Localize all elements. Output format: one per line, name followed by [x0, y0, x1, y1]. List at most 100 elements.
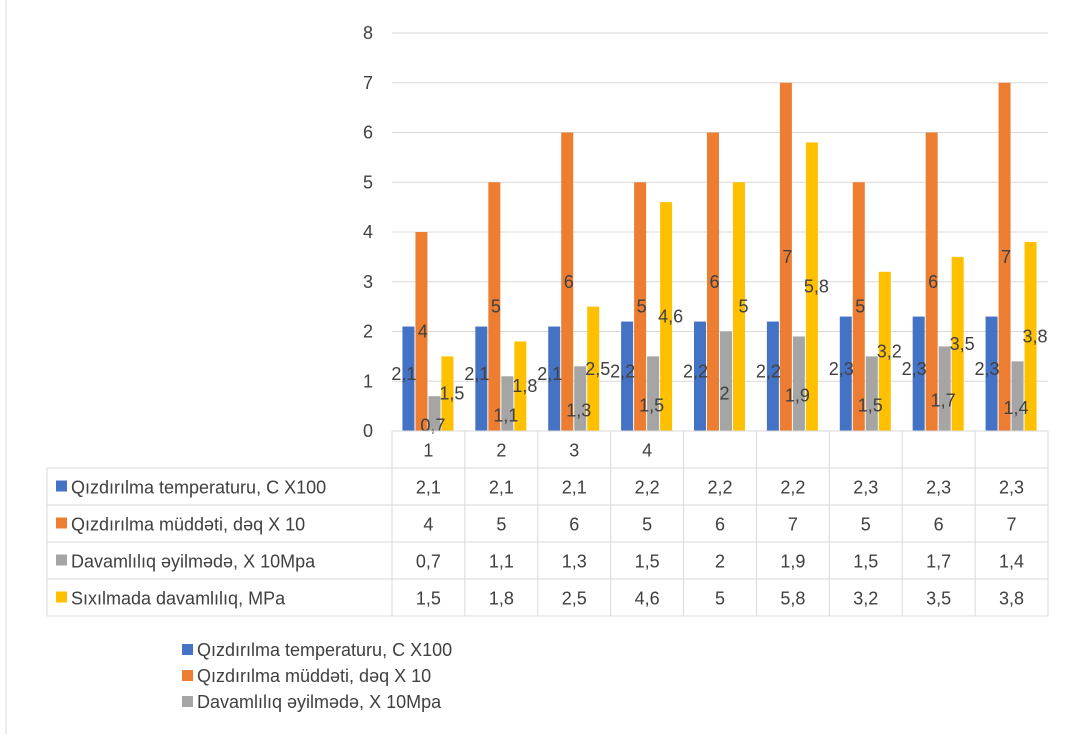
bar [720, 331, 732, 431]
legend-label: Davamlılıq əyilmədə, X 10Mpa [197, 692, 442, 712]
data-label: 2,5 [585, 359, 610, 379]
x-tick-label: 4 [642, 441, 652, 461]
table-cell: 2,3 [853, 478, 878, 498]
table-cell: 5 [715, 589, 725, 609]
data-label: 5,8 [804, 277, 829, 297]
legend: Qızdırılma temperaturu, C X100 Qızdırılma… [182, 640, 452, 712]
data-label: 2,3 [975, 359, 1000, 379]
table-cell: 2,1 [416, 478, 441, 498]
bar [514, 341, 527, 431]
legend-label: Qızdırılma müddəti, dəq X 10 [197, 666, 431, 686]
table-cell: 1,9 [780, 552, 805, 572]
table-cell: 2 [715, 552, 725, 572]
table-series-name: Qızdırılma müddəti, dəq X 10 [71, 515, 305, 535]
bar [998, 82, 1011, 431]
bar [805, 142, 818, 431]
table-cell: 5 [496, 515, 506, 535]
bar [561, 132, 574, 431]
y-axis-tick-labels: 0 1 2 3 4 5 6 7 8 [363, 23, 373, 441]
data-label: 3,5 [950, 334, 975, 354]
table-cell: 6 [934, 515, 944, 535]
bar [548, 326, 561, 431]
table-series-name: Qızdırılma temperaturu, C X100 [71, 478, 326, 498]
data-label: 1,5 [439, 384, 464, 404]
table-cell: 4 [423, 515, 433, 535]
bar [839, 316, 852, 431]
bar [694, 321, 706, 431]
table-cell: 1,7 [926, 552, 951, 572]
bar [402, 326, 415, 431]
data-label: 2,2 [683, 361, 708, 381]
bar [707, 132, 719, 431]
data-label: 7 [782, 247, 792, 267]
data-label: 2,2 [610, 361, 635, 381]
data-label: 6 [928, 272, 938, 292]
table-cell: 3,2 [853, 589, 878, 609]
bar [985, 316, 998, 431]
table-cell: 3,5 [926, 589, 951, 609]
bar [878, 271, 891, 431]
table-cell: 1,5 [635, 552, 660, 572]
bar [634, 182, 647, 431]
data-label: 1,3 [566, 401, 591, 421]
table-cell: 2,2 [780, 478, 805, 498]
data-label: 3,8 [1023, 326, 1048, 346]
bar [912, 316, 925, 431]
table-cell: 2,2 [635, 478, 660, 498]
table-cell: 1,5 [416, 589, 441, 609]
data-label: 1,1 [493, 406, 518, 426]
bar [415, 232, 428, 431]
data-table: 1 2 3 4 Qızdırılma temperaturu, C X100 2,1 2,1… [46, 430, 1049, 617]
table-cell: 1,8 [489, 589, 514, 609]
legend-key [182, 644, 193, 655]
y-tick-label: 1 [363, 371, 373, 391]
bar [488, 182, 501, 431]
table-legend-key [56, 480, 67, 492]
bar [792, 336, 805, 431]
y-tick-label: 0 [363, 421, 373, 441]
bar [1024, 241, 1037, 431]
table-cell: 0,7 [416, 552, 441, 572]
bar [865, 356, 878, 431]
data-label: 2,3 [902, 359, 927, 379]
data-label: 7 [1001, 247, 1011, 267]
table-cell: 2,1 [489, 478, 514, 498]
table-cell: 3,8 [999, 589, 1024, 609]
bar [951, 256, 964, 431]
data-label: 5 [637, 297, 647, 317]
y-tick-label: 6 [363, 123, 373, 143]
bar [501, 376, 514, 431]
data-label: 0,7 [420, 416, 445, 436]
table-cell: 5 [861, 515, 871, 535]
legend-label: Qızdırılma temperaturu, C X100 [197, 640, 452, 660]
data-label: 2,2 [756, 361, 781, 381]
bar [779, 82, 792, 431]
y-tick-label: 7 [363, 73, 373, 93]
bar [647, 356, 660, 431]
table-cell: 1,5 [853, 552, 878, 572]
legend-key [182, 670, 193, 681]
bar [574, 366, 587, 431]
data-label: 4 [418, 322, 428, 342]
y-tick-label: 4 [363, 222, 373, 242]
y-tick-label: 8 [363, 23, 373, 43]
bar [621, 321, 634, 431]
bar [441, 356, 454, 431]
data-label: 2,1 [391, 364, 416, 384]
data-label: 1,5 [858, 396, 883, 416]
data-label: 5 [738, 297, 748, 317]
y-tick-label: 2 [363, 322, 373, 342]
table-cell: 4,6 [635, 589, 660, 609]
table-cell: 7 [788, 515, 798, 535]
table-legend-key [56, 591, 67, 603]
bar [475, 326, 488, 431]
bar [852, 182, 865, 431]
data-label: 1,9 [785, 386, 810, 406]
bar [733, 182, 745, 431]
table-legend-key [56, 554, 67, 566]
data-label: 5 [491, 297, 501, 317]
table-cell: 2,2 [707, 478, 732, 498]
data-label: 2,1 [464, 364, 489, 384]
table-cell: 2,1 [562, 478, 587, 498]
